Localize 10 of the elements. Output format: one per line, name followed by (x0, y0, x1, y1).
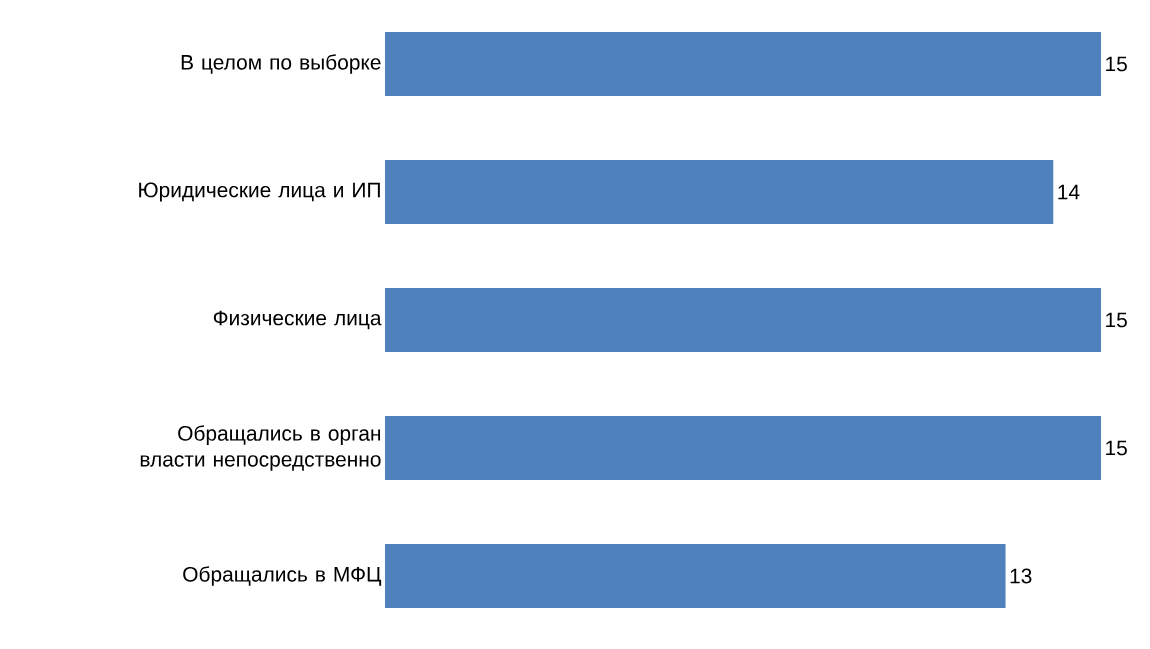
y-tick-label: Обращались в МФЦ (183, 566, 382, 586)
data-label: 13 (1010, 568, 1032, 584)
data-label: 15 (1106, 56, 1127, 72)
data-label: 14 (1058, 184, 1080, 200)
y-tick-label: Обращались в орган власти непосредственно (140, 425, 381, 471)
data-label: 15 (1106, 440, 1127, 456)
y-tick-label: В целом по выборке (181, 54, 381, 74)
y-tick-label: Юридические лица и ИП (139, 182, 380, 202)
y-tick-label: Физические лица (213, 310, 382, 330)
data-label: 15 (1106, 312, 1127, 328)
